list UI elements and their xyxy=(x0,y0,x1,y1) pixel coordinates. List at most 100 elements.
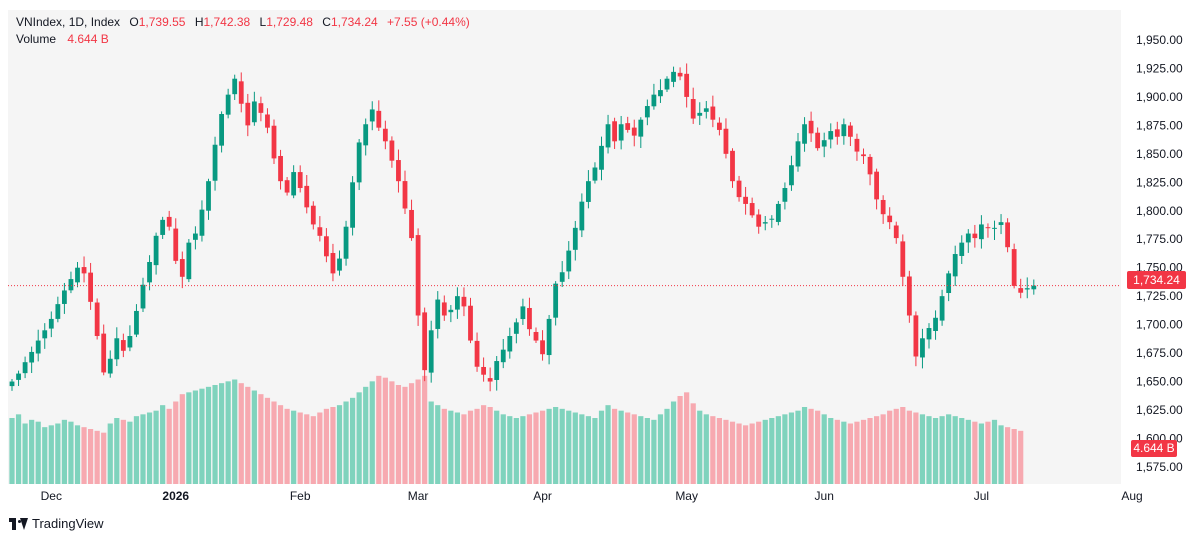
candle[interactable] xyxy=(291,165,297,199)
candle[interactable] xyxy=(808,111,814,142)
candle[interactable] xyxy=(35,329,41,362)
candle[interactable] xyxy=(717,117,722,136)
candle[interactable] xyxy=(42,323,48,349)
candle[interactable] xyxy=(723,118,729,159)
candle[interactable] xyxy=(631,119,637,147)
candle[interactable] xyxy=(834,121,840,145)
candle[interactable] xyxy=(559,261,565,288)
candle[interactable] xyxy=(199,200,205,242)
candle[interactable] xyxy=(861,148,866,164)
candle[interactable] xyxy=(789,155,794,191)
candle[interactable] xyxy=(186,239,192,283)
candle[interactable] xyxy=(389,136,395,168)
candle[interactable] xyxy=(173,218,179,265)
candle[interactable] xyxy=(232,74,238,100)
candle[interactable] xyxy=(304,174,310,214)
symbol-title[interactable]: VNIndex, 1D, Index xyxy=(16,15,121,29)
footer[interactable]: TradingView xyxy=(9,516,104,531)
candle[interactable] xyxy=(428,320,434,383)
candle[interactable] xyxy=(415,228,421,326)
candle[interactable] xyxy=(703,100,709,119)
candle[interactable] xyxy=(926,323,932,349)
candle[interactable] xyxy=(245,93,251,137)
candle[interactable] xyxy=(605,114,611,154)
candle[interactable] xyxy=(625,116,631,133)
candle[interactable] xyxy=(16,370,21,386)
candle[interactable] xyxy=(278,149,283,190)
candle[interactable] xyxy=(618,115,624,150)
candle[interactable] xyxy=(513,318,519,344)
candle[interactable] xyxy=(677,67,683,81)
candle[interactable] xyxy=(363,118,369,156)
candle[interactable] xyxy=(225,88,231,119)
candle[interactable] xyxy=(435,291,441,339)
candle[interactable] xyxy=(68,271,74,294)
candle[interactable] xyxy=(324,228,329,263)
candle[interactable] xyxy=(775,200,781,226)
candle[interactable] xyxy=(553,281,559,326)
candle[interactable] xyxy=(644,99,650,126)
candle[interactable] xyxy=(310,201,316,230)
candle[interactable] xyxy=(736,175,742,202)
candle[interactable] xyxy=(284,177,290,196)
candle[interactable] xyxy=(920,328,925,369)
candle[interactable] xyxy=(134,304,139,338)
candle[interactable] xyxy=(317,216,323,242)
candle[interactable] xyxy=(815,127,821,151)
candle[interactable] xyxy=(422,307,428,382)
candle[interactable] xyxy=(48,311,54,338)
candle[interactable] xyxy=(343,220,349,266)
candle[interactable] xyxy=(893,221,899,244)
candle[interactable] xyxy=(939,289,945,326)
candle[interactable] xyxy=(55,296,61,323)
candle[interactable] xyxy=(520,298,526,325)
candle[interactable] xyxy=(107,350,113,378)
candle[interactable] xyxy=(710,95,716,128)
candle[interactable] xyxy=(802,117,807,152)
candle[interactable] xyxy=(88,262,93,310)
candle[interactable] xyxy=(887,207,893,230)
candle[interactable] xyxy=(474,332,480,372)
candle[interactable] xyxy=(841,118,847,145)
candle[interactable] xyxy=(494,356,500,391)
candle[interactable] xyxy=(441,295,447,321)
candle[interactable] xyxy=(880,195,886,224)
candle[interactable] xyxy=(127,325,133,352)
candle[interactable] xyxy=(586,170,591,209)
candle[interactable] xyxy=(913,311,919,367)
candle[interactable] xyxy=(906,270,912,323)
candle[interactable] xyxy=(448,305,454,323)
candle[interactable] xyxy=(762,215,768,231)
candle[interactable] xyxy=(664,76,670,93)
candle[interactable] xyxy=(212,136,218,191)
candle[interactable] xyxy=(684,63,690,108)
candle[interactable] xyxy=(527,297,532,336)
candle[interactable] xyxy=(946,270,952,302)
candle[interactable] xyxy=(350,176,355,236)
candle[interactable] xyxy=(952,245,958,286)
candle[interactable] xyxy=(998,214,1004,235)
candle[interactable] xyxy=(507,327,513,359)
candle[interactable] xyxy=(160,216,166,239)
candle[interactable] xyxy=(592,162,598,184)
candle[interactable] xyxy=(22,356,28,379)
candle[interactable] xyxy=(782,182,788,210)
candle[interactable] xyxy=(566,241,572,280)
candle[interactable] xyxy=(9,379,15,391)
candle[interactable] xyxy=(62,282,67,314)
candle[interactable] xyxy=(638,117,644,148)
candle[interactable] xyxy=(854,133,860,161)
candle[interactable] xyxy=(94,298,100,340)
candle[interactable] xyxy=(101,324,107,376)
candle[interactable] xyxy=(933,310,938,340)
candle[interactable] xyxy=(147,255,152,291)
candle[interactable] xyxy=(258,96,264,122)
candle[interactable] xyxy=(900,234,906,287)
candle[interactable] xyxy=(409,199,414,241)
candle[interactable] xyxy=(166,210,172,231)
candle[interactable] xyxy=(972,224,978,248)
candle[interactable] xyxy=(193,226,198,250)
candle[interactable] xyxy=(867,154,873,186)
candle[interactable] xyxy=(690,87,696,124)
candle[interactable] xyxy=(572,220,578,261)
